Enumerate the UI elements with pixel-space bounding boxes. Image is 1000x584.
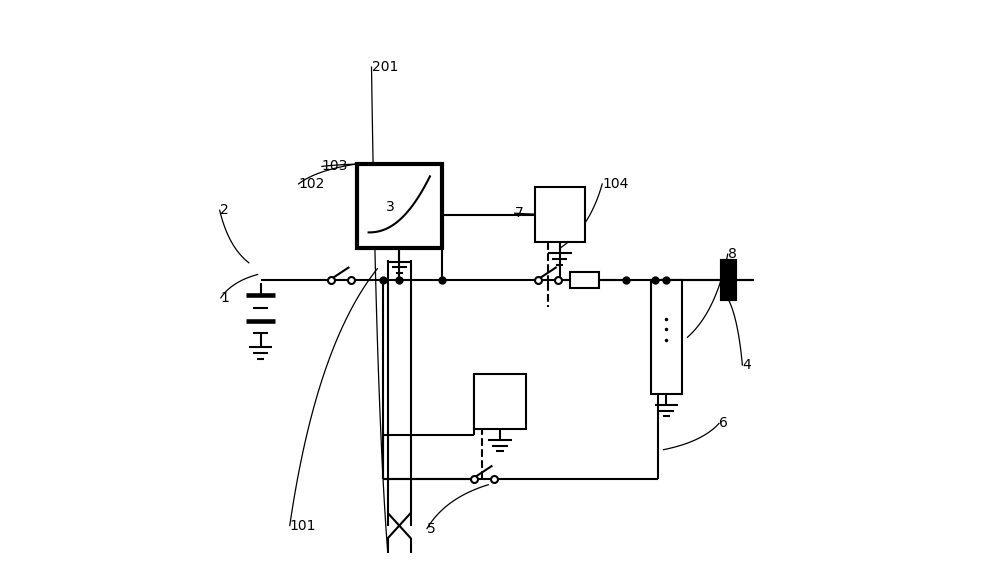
- Text: 102: 102: [299, 177, 325, 191]
- Text: 2: 2: [220, 203, 228, 217]
- Bar: [651, 280, 682, 394]
- Bar: [570, 272, 599, 288]
- Text: 6: 6: [719, 416, 728, 430]
- Bar: [722, 262, 735, 299]
- Text: 4: 4: [742, 358, 751, 372]
- Text: 201: 201: [372, 60, 398, 74]
- Text: 5: 5: [427, 522, 436, 536]
- Text: 8: 8: [728, 247, 737, 261]
- Text: 7: 7: [515, 206, 523, 220]
- Text: 103: 103: [322, 159, 348, 173]
- Text: 1: 1: [221, 291, 230, 305]
- Bar: [474, 374, 526, 429]
- Text: 104: 104: [602, 177, 629, 191]
- Text: 101: 101: [290, 519, 316, 533]
- Bar: [535, 187, 585, 242]
- Bar: [357, 164, 442, 248]
- Text: 3: 3: [386, 200, 395, 214]
